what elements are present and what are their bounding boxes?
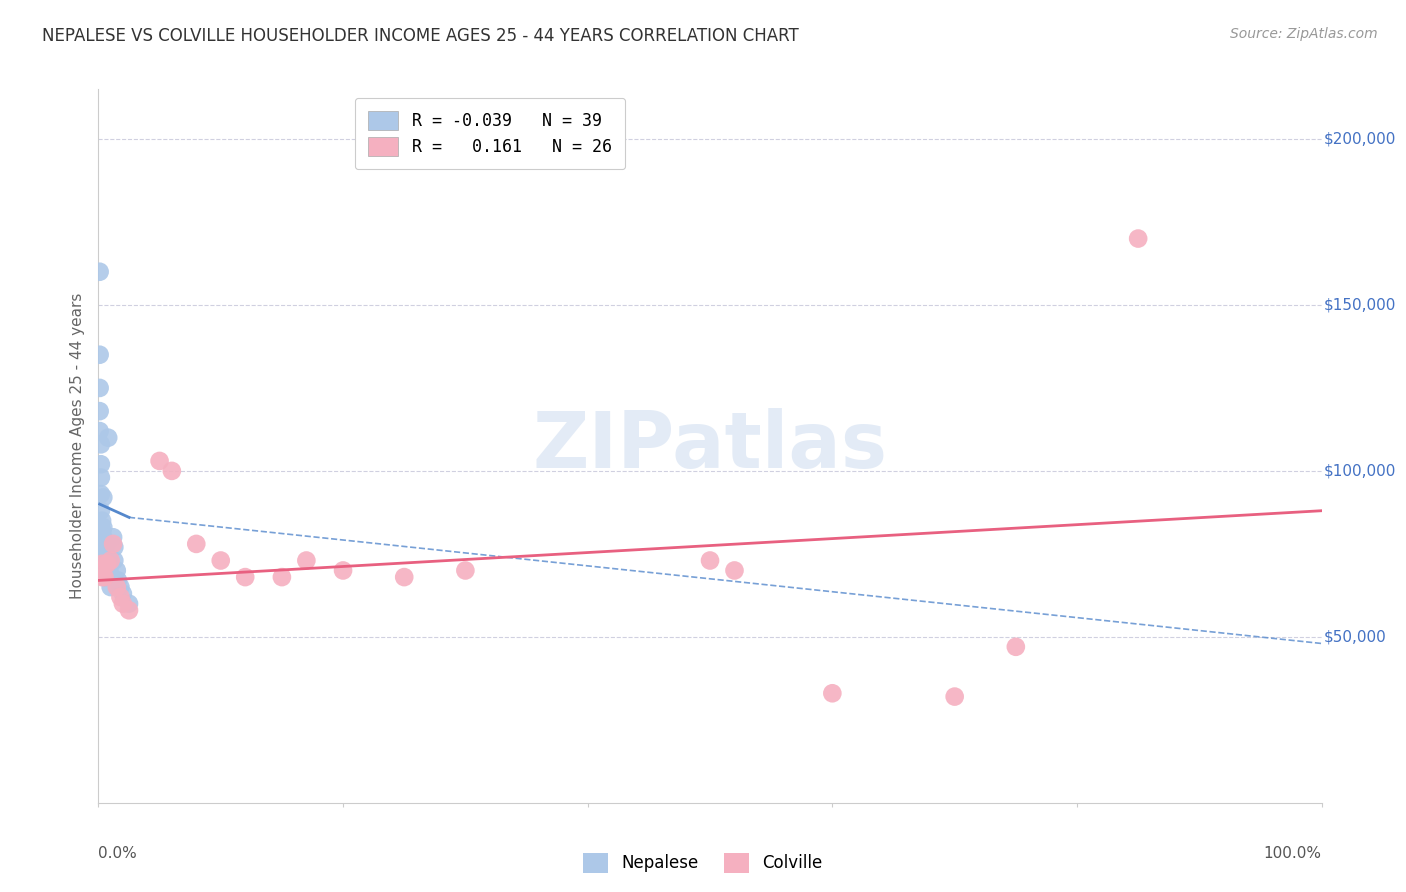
Point	[93, 570, 115, 584]
Point	[91, 570, 114, 584]
Point	[89, 348, 111, 362]
Point	[91, 530, 114, 544]
Point	[91, 543, 114, 558]
Point	[100, 553, 122, 567]
Point	[105, 580, 128, 594]
Text: $150,000: $150,000	[1324, 297, 1396, 312]
Point	[103, 553, 125, 567]
Point	[100, 580, 122, 594]
Point	[110, 590, 132, 604]
Point	[94, 570, 117, 584]
Point	[103, 540, 125, 554]
Point	[90, 470, 112, 484]
Point	[1004, 640, 1026, 654]
Text: 100.0%: 100.0%	[1264, 846, 1322, 861]
Point	[392, 570, 416, 584]
Point	[699, 553, 721, 567]
Point	[160, 464, 183, 478]
Point	[186, 537, 208, 551]
Text: ZIPatlas: ZIPatlas	[533, 408, 887, 484]
Point	[94, 560, 117, 574]
Point	[90, 487, 112, 501]
Text: $100,000: $100,000	[1324, 463, 1396, 478]
Point	[91, 520, 114, 534]
Point	[91, 550, 114, 565]
Y-axis label: Householder Income Ages 25 - 44 years: Householder Income Ages 25 - 44 years	[70, 293, 86, 599]
Legend: R = -0.039   N = 39, R =   0.161   N = 26: R = -0.039 N = 39, R = 0.161 N = 26	[354, 97, 624, 169]
Point	[93, 553, 115, 567]
Point	[98, 564, 121, 578]
Point	[91, 557, 114, 571]
Text: 0.0%: 0.0%	[98, 846, 138, 861]
Point	[96, 553, 118, 567]
Point	[89, 404, 111, 418]
Point	[89, 265, 111, 279]
Point	[118, 597, 141, 611]
Point	[105, 564, 128, 578]
Point	[90, 504, 112, 518]
Legend: Nepalese, Colville: Nepalese, Colville	[576, 847, 830, 880]
Point	[98, 553, 121, 567]
Point	[295, 553, 318, 567]
Point	[233, 570, 256, 584]
Point	[91, 514, 114, 528]
Point	[110, 580, 132, 594]
Point	[91, 530, 114, 544]
Point	[90, 457, 112, 471]
Point	[270, 570, 294, 584]
Text: Source: ZipAtlas.com: Source: ZipAtlas.com	[1230, 27, 1378, 41]
Point	[111, 597, 134, 611]
Point	[91, 524, 114, 538]
Point	[101, 537, 124, 551]
Text: $50,000: $50,000	[1324, 630, 1386, 644]
Point	[149, 454, 172, 468]
Point	[91, 491, 114, 505]
Point	[90, 437, 112, 451]
Point	[943, 690, 966, 704]
Point	[723, 564, 745, 578]
Point	[96, 557, 118, 571]
Point	[821, 686, 844, 700]
Text: NEPALESE VS COLVILLE HOUSEHOLDER INCOME AGES 25 - 44 YEARS CORRELATION CHART: NEPALESE VS COLVILLE HOUSEHOLDER INCOME …	[42, 27, 799, 45]
Point	[454, 564, 477, 578]
Point	[91, 537, 114, 551]
Point	[89, 424, 111, 438]
Point	[209, 553, 232, 567]
Point	[118, 603, 141, 617]
Text: $200,000: $200,000	[1324, 131, 1396, 146]
Point	[89, 381, 111, 395]
Point	[100, 570, 122, 584]
Point	[97, 431, 120, 445]
Point	[93, 543, 115, 558]
Point	[1128, 231, 1150, 245]
Point	[332, 564, 354, 578]
Point	[93, 537, 115, 551]
Point	[111, 587, 134, 601]
Point	[96, 537, 118, 551]
Point	[107, 574, 129, 588]
Point	[101, 530, 124, 544]
